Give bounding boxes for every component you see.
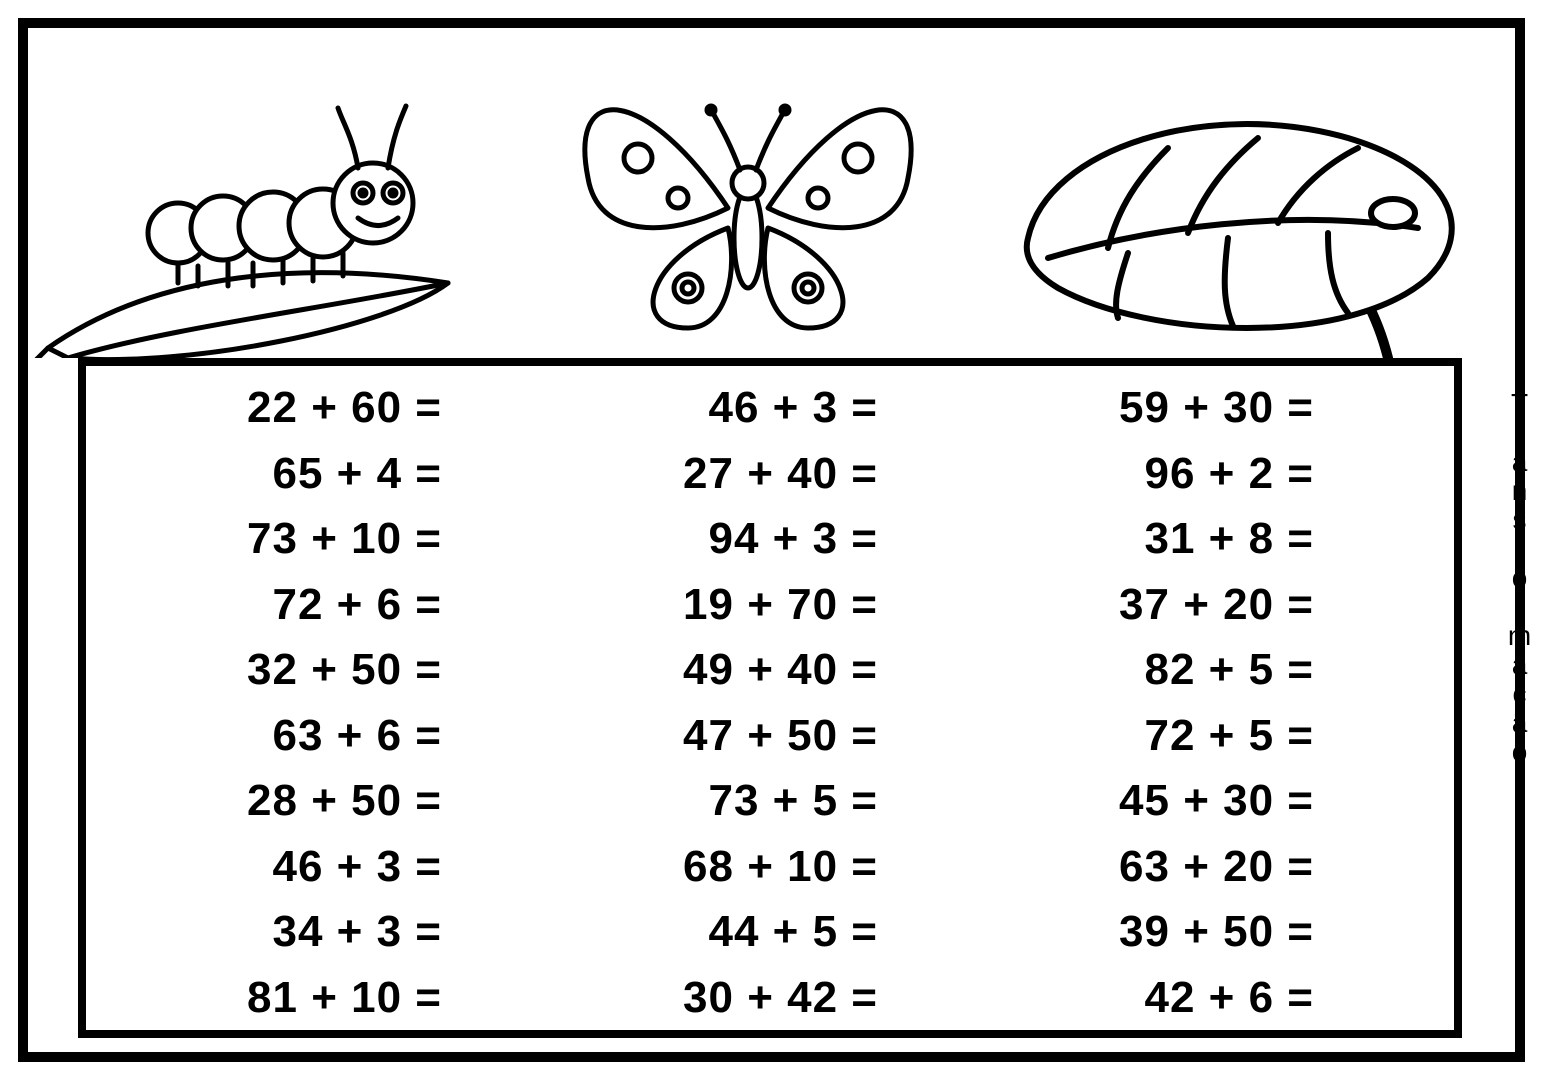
problem: 46 + 3 = — [552, 386, 988, 430]
problem: 94 + 3 = — [552, 517, 988, 561]
problem: 63 + 6 = — [116, 714, 552, 758]
illustration-row — [28, 28, 1515, 358]
problem: 27 + 40 = — [552, 452, 988, 496]
problem: 73 + 10 = — [116, 517, 552, 561]
problem: 59 + 30 = — [988, 386, 1424, 430]
column-2: 46 + 3 = 27 + 40 = 94 + 3 = 19 + 70 = 49… — [552, 386, 988, 1020]
column-1: 22 + 60 = 65 + 4 = 73 + 10 = 72 + 6 = 32… — [116, 386, 552, 1020]
problem: 37 + 20 = — [988, 583, 1424, 627]
problem: 63 + 20 = — [988, 845, 1424, 889]
large-leaf-icon — [1027, 124, 1452, 358]
column-3: 59 + 30 = 96 + 2 = 31 + 8 = 37 + 20 = 82… — [988, 386, 1424, 1020]
problem: 45 + 30 = — [988, 779, 1424, 823]
problem: 32 + 50 = — [116, 648, 552, 692]
problems-columns: 22 + 60 = 65 + 4 = 73 + 10 = 72 + 6 = 32… — [116, 386, 1424, 1020]
butterfly-icon — [585, 106, 911, 328]
problems-frame: 22 + 60 = 65 + 4 = 73 + 10 = 72 + 6 = 32… — [78, 358, 1462, 1038]
problem: 49 + 40 = — [552, 648, 988, 692]
problem: 42 + 6 = — [988, 976, 1424, 1020]
problem: 68 + 10 = — [552, 845, 988, 889]
problem: 46 + 3 = — [116, 845, 552, 889]
problem: 72 + 6 = — [116, 583, 552, 627]
problem: 28 + 50 = — [116, 779, 552, 823]
problem: 30 + 42 = — [552, 976, 988, 1020]
side-credit-text: Educação e Transformação — [1503, 388, 1543, 1068]
problem: 34 + 3 = — [116, 910, 552, 954]
problem: 96 + 2 = — [988, 452, 1424, 496]
problem: 44 + 5 = — [552, 910, 988, 954]
problem: 65 + 4 = — [116, 452, 552, 496]
problem: 47 + 50 = — [552, 714, 988, 758]
problem: 19 + 70 = — [552, 583, 988, 627]
caterpillar-on-leaf-icon — [28, 106, 448, 358]
problem: 22 + 60 = — [116, 386, 552, 430]
worksheet-outer-frame: 22 + 60 = 65 + 4 = 73 + 10 = 72 + 6 = 32… — [18, 18, 1525, 1062]
problem: 82 + 5 = — [988, 648, 1424, 692]
problem: 72 + 5 = — [988, 714, 1424, 758]
problem: 39 + 50 = — [988, 910, 1424, 954]
problem: 73 + 5 = — [552, 779, 988, 823]
side-credit-label: Educação e Transformação — [1515, 388, 1543, 1068]
problem: 31 + 8 = — [988, 517, 1424, 561]
problem: 81 + 10 = — [116, 976, 552, 1020]
